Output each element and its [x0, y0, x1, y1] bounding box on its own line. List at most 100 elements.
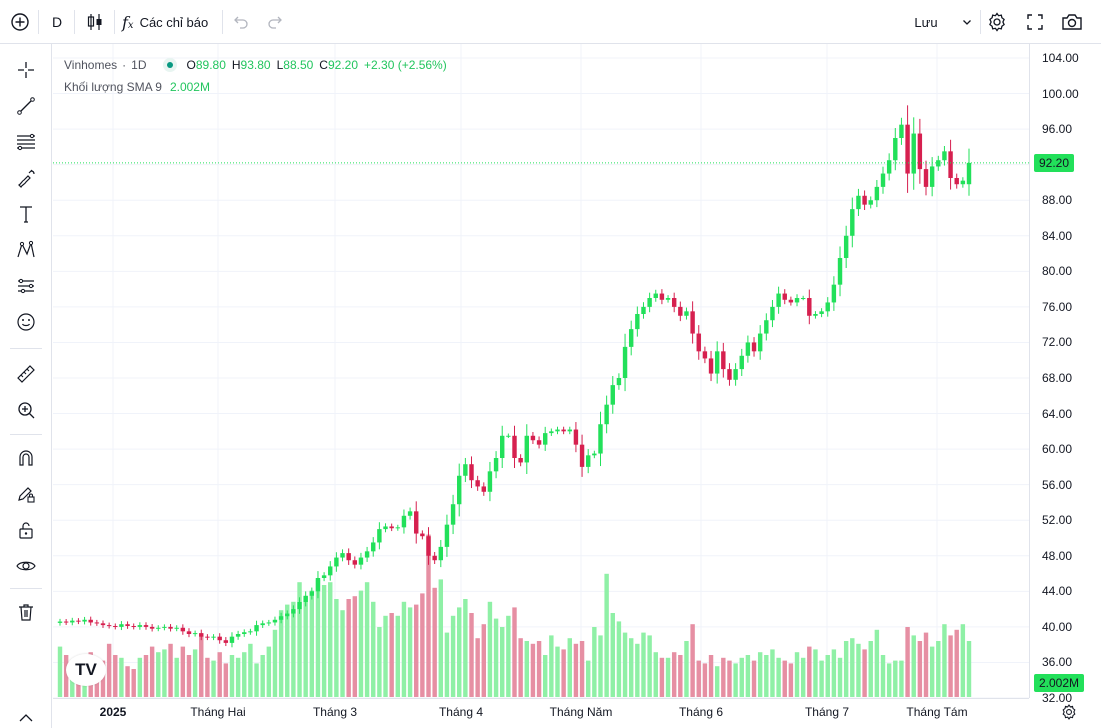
candle-body: [850, 209, 855, 236]
candle-body: [954, 178, 959, 185]
pattern-icon: [17, 240, 35, 258]
volume-bar: [598, 635, 603, 697]
market-status-icon[interactable]: [162, 58, 177, 72]
candle-body: [776, 293, 781, 307]
hide-drawings-tool[interactable]: [8, 550, 44, 582]
legend-symbol[interactable]: Vinhomes: [64, 58, 118, 72]
volume-bar: [807, 646, 812, 697]
brush-tool[interactable]: [8, 162, 44, 194]
candle-body: [585, 455, 591, 467]
volume-bar: [671, 652, 677, 697]
icon-tool[interactable]: [8, 306, 44, 338]
volume-bar: [874, 629, 880, 697]
add-symbol-button[interactable]: [6, 0, 34, 44]
redo-button[interactable]: [264, 0, 288, 44]
price-tick: 32.00: [1042, 691, 1073, 705]
candle-body: [690, 311, 695, 334]
zoom-tool[interactable]: [8, 394, 44, 426]
lock-drawings-tool[interactable]: [8, 514, 44, 546]
screenshot-button[interactable]: [1058, 0, 1086, 44]
candle-body: [782, 293, 787, 300]
candle-body: [843, 235, 849, 258]
fib-tool[interactable]: [8, 126, 44, 158]
candle-body: [733, 369, 738, 380]
time-axis[interactable]: 2025 Tháng Hai Tháng 3 Tháng 4 Tháng Năm Thán…: [53, 698, 1029, 728]
stay-drawing-tool[interactable]: [8, 478, 44, 510]
volume-bar: [555, 646, 560, 697]
candle-body: [794, 298, 800, 303]
volume-bar: [856, 643, 861, 697]
volume-bar: [377, 627, 382, 697]
volume-bar: [457, 607, 462, 697]
measure-tool[interactable]: [8, 358, 44, 390]
toolbar-collapse-button[interactable]: [8, 708, 44, 728]
indicators-button[interactable]: fx Các chỉ báo: [122, 0, 218, 44]
volume-bar: [297, 582, 302, 697]
volume-bar: [788, 663, 794, 697]
save-dropdown[interactable]: [958, 0, 976, 44]
candle-body: [966, 162, 972, 185]
candle-body: [868, 200, 873, 205]
candle-body: [383, 526, 388, 530]
candle-body: [671, 298, 677, 307]
candle-body: [518, 458, 523, 463]
candle-body: [63, 621, 69, 623]
text-tool[interactable]: [8, 198, 44, 230]
trend-line-tool[interactable]: [8, 90, 44, 122]
tradingview-logo[interactable]: TV: [66, 654, 106, 686]
candle-body: [168, 626, 173, 629]
prediction-icon: [18, 278, 34, 294]
volume-bar: [665, 657, 671, 697]
volume-bar: [659, 657, 665, 697]
candle-body: [149, 626, 155, 629]
magnet-tool[interactable]: [8, 442, 44, 474]
volume-bar: [911, 635, 916, 697]
price-tick: 68.00: [1042, 371, 1073, 385]
undo-button[interactable]: [228, 0, 252, 44]
volume-bar: [800, 657, 806, 697]
volume-bar: [641, 632, 646, 697]
candle-body: [862, 195, 867, 205]
candle-body: [260, 623, 265, 626]
save-button[interactable]: Lưu: [914, 14, 938, 30]
candle-body: [156, 627, 161, 629]
axis-settings-button[interactable]: [1056, 700, 1082, 724]
fullscreen-button[interactable]: [1022, 0, 1048, 44]
volume-bar: [334, 599, 339, 697]
volume-bar: [696, 660, 701, 697]
candle-body: [610, 385, 615, 405]
price-chart[interactable]: [53, 44, 1029, 698]
volume-bar: [616, 621, 622, 697]
candle-body: [481, 486, 487, 492]
forecast-tool[interactable]: [8, 270, 44, 302]
candle-body: [125, 624, 130, 626]
candle-body: [254, 625, 259, 632]
chart-type-button[interactable]: [82, 0, 108, 44]
candle-body: [180, 627, 186, 632]
volume-bar: [966, 641, 972, 697]
volume-bar: [371, 601, 376, 697]
volume-bar: [420, 593, 425, 697]
volume-bar: [782, 660, 787, 697]
settings-button[interactable]: [984, 0, 1010, 44]
candle-body: [94, 622, 100, 624]
ruler-icon: [17, 365, 35, 383]
price-tick: 40.00: [1042, 619, 1073, 634]
volume-bar: [561, 649, 566, 697]
volume-bar: [604, 573, 609, 697]
candle-body: [285, 613, 290, 617]
price-tick: 48.00: [1042, 548, 1073, 563]
pattern-tool[interactable]: [8, 234, 44, 266]
price-axis[interactable]: 104.00100.0096.0092.0088.0084.0080.0076.…: [1029, 44, 1101, 705]
zoom-in-icon: [18, 402, 35, 419]
volume-bar: [481, 624, 487, 697]
candle-body: [297, 602, 302, 610]
volume-indicator-label[interactable]: Khối lượng SMA 9: [64, 80, 162, 94]
volume-bar: [960, 624, 966, 697]
legend-low-value: 88.50: [283, 58, 314, 72]
crosshair-tool[interactable]: [8, 54, 44, 86]
volume-bar: [573, 643, 579, 697]
remove-drawings-tool[interactable]: [8, 596, 44, 628]
interval-button[interactable]: D: [51, 14, 63, 30]
candle-body: [352, 560, 358, 565]
